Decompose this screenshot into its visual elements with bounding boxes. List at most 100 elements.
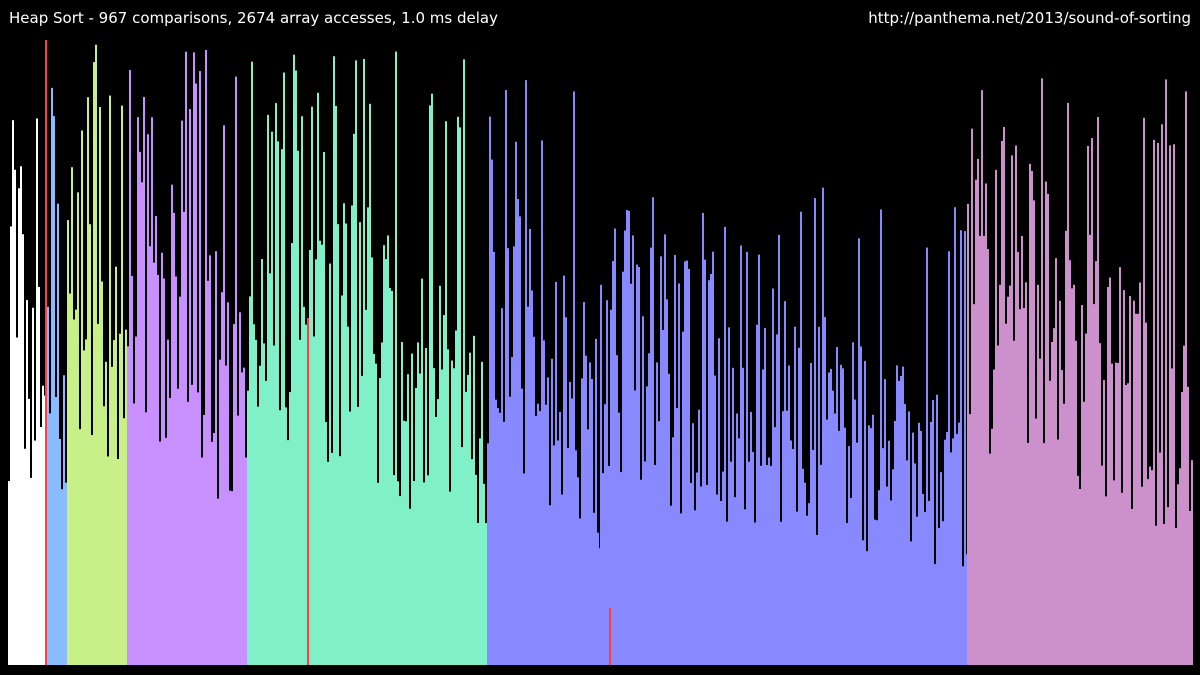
array-bar xyxy=(47,306,49,665)
array-bar xyxy=(399,496,401,665)
array-bar xyxy=(1151,470,1153,665)
array-bar xyxy=(329,263,331,665)
array-bar xyxy=(549,505,551,665)
array-bar xyxy=(1173,144,1175,666)
array-bar xyxy=(28,398,30,665)
array-bar xyxy=(423,482,425,665)
array-bar xyxy=(527,306,529,665)
array-bar xyxy=(199,71,201,665)
array-bar xyxy=(34,440,36,665)
array-bar xyxy=(1105,496,1107,665)
array-bar xyxy=(355,60,357,665)
array-bar xyxy=(890,500,892,665)
array-bar xyxy=(477,522,479,665)
array-bar xyxy=(924,511,926,665)
array-bar xyxy=(289,392,291,665)
array-bar xyxy=(888,440,890,665)
array-bar xyxy=(515,141,517,666)
array-bar xyxy=(59,439,61,665)
array-bar xyxy=(139,151,141,666)
array-bar xyxy=(1127,383,1129,665)
array-bar xyxy=(1005,323,1007,665)
array-bar xyxy=(319,240,321,666)
array-bar xyxy=(173,212,175,666)
array-bar xyxy=(1079,489,1081,665)
array-bar xyxy=(1141,486,1143,665)
array-bar xyxy=(856,442,858,665)
array-bar xyxy=(1061,370,1063,665)
array-bar xyxy=(295,70,297,665)
array-bar xyxy=(517,199,519,665)
array-bar xyxy=(335,105,337,666)
array-bar xyxy=(435,416,437,665)
array-bar xyxy=(115,266,117,665)
array-bar xyxy=(826,419,828,665)
array-bar xyxy=(934,564,936,665)
array-bar xyxy=(882,448,884,665)
array-bar xyxy=(640,479,642,665)
array-bar xyxy=(465,391,467,665)
array-bar xyxy=(419,373,421,665)
array-bar xyxy=(555,281,557,665)
array-bar xyxy=(373,353,375,665)
array-bar xyxy=(127,346,129,665)
array-bar xyxy=(129,70,131,665)
array-bar xyxy=(1013,340,1015,665)
array-bar xyxy=(383,245,385,665)
array-bar xyxy=(896,365,898,665)
array-bar xyxy=(535,416,537,665)
array-bar xyxy=(756,324,758,665)
array-bar xyxy=(275,103,277,666)
array-bar xyxy=(271,131,273,666)
array-bar xyxy=(806,515,808,665)
array-bar xyxy=(53,116,55,666)
array-bar xyxy=(453,368,455,665)
array-bar xyxy=(365,309,367,665)
array-bar xyxy=(559,412,561,665)
array-bar xyxy=(832,390,834,665)
array-bar xyxy=(583,302,585,665)
array-bar xyxy=(347,326,349,665)
array-bar xyxy=(137,117,139,665)
array-bar xyxy=(217,498,219,665)
array-bar xyxy=(612,261,614,665)
array-bar xyxy=(638,266,640,665)
array-bar xyxy=(201,457,203,665)
array-bar xyxy=(279,410,281,665)
array-bar xyxy=(987,249,989,665)
array-bar xyxy=(850,498,852,665)
array-bar xyxy=(1125,384,1127,665)
array-bar xyxy=(810,362,812,665)
array-bar xyxy=(1157,142,1159,665)
array-bar xyxy=(932,400,934,665)
array-bar xyxy=(579,518,581,665)
array-bar xyxy=(475,474,477,665)
array-bar xyxy=(20,166,22,666)
array-bar xyxy=(311,106,313,665)
array-bar xyxy=(167,339,169,665)
array-bar xyxy=(487,443,489,665)
array-bar xyxy=(557,440,559,665)
array-bar xyxy=(766,464,768,665)
array-bar xyxy=(233,324,235,665)
array-bar xyxy=(694,510,696,665)
array-bar xyxy=(1177,484,1179,665)
array-bar xyxy=(938,528,940,665)
array-bar xyxy=(413,480,415,665)
array-bar xyxy=(285,407,287,665)
array-bar xyxy=(962,566,964,665)
array-bar xyxy=(630,283,632,665)
array-bar xyxy=(255,339,257,665)
array-bar xyxy=(1085,333,1087,665)
array-bar xyxy=(676,407,678,665)
array-bar xyxy=(983,235,985,665)
array-bar xyxy=(431,93,433,666)
array-bar xyxy=(971,128,973,666)
array-bar xyxy=(624,230,626,666)
array-bar xyxy=(501,308,503,665)
array-bar xyxy=(688,268,690,665)
array-bar xyxy=(818,326,820,665)
array-bar xyxy=(461,447,463,665)
array-bar xyxy=(63,375,65,665)
array-bar xyxy=(351,205,353,665)
